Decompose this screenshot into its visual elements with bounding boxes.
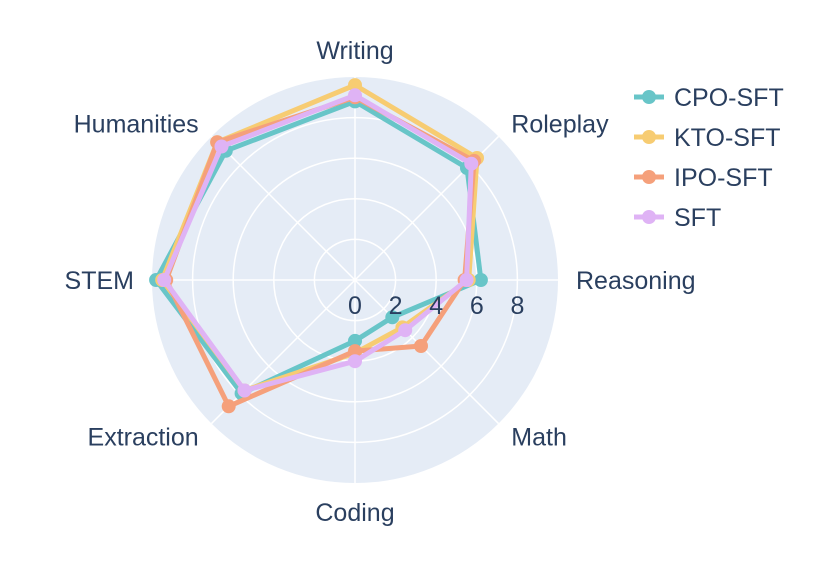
legend-swatch-marker <box>642 90 656 104</box>
angular-axis-labels: Writing Roleplay Reasoning Math Coding Extrac… <box>65 37 696 527</box>
data-point <box>348 333 362 348</box>
grid-spoke <box>354 279 500 425</box>
data-point <box>348 78 362 93</box>
data-point <box>157 273 172 287</box>
legend-item: KTO-SFT <box>634 124 780 152</box>
radial-tick-label: 0 <box>348 292 362 320</box>
data-point <box>464 156 479 171</box>
data-point <box>348 344 362 359</box>
data-point <box>414 339 428 353</box>
series-sft <box>157 88 479 398</box>
axis-label-writing: Writing <box>316 37 393 65</box>
axis-label-roleplay: Roleplay <box>511 111 609 139</box>
axis-label-reasoning: Reasoning <box>576 267 696 295</box>
series-layer <box>149 78 488 414</box>
data-point <box>214 139 229 154</box>
radial-tick-label: 8 <box>510 292 524 320</box>
legend-item: IPO-SFT <box>634 164 773 192</box>
data-point <box>473 273 488 287</box>
legend-label: SFT <box>674 204 721 232</box>
axis-label-coding: Coding <box>315 499 394 527</box>
grid-spoke <box>210 279 356 425</box>
data-point <box>398 323 413 338</box>
legend-label: KTO-SFT <box>674 124 780 152</box>
legend-swatch-marker <box>642 210 656 224</box>
legend: CPO-SFT KTO-SFT IPO-SFT SFT <box>634 84 784 232</box>
axis-label-humanities: Humanities <box>74 111 199 139</box>
legend-label: CPO-SFT <box>674 84 784 112</box>
legend-item: SFT <box>634 204 721 232</box>
radial-tick-label: 4 <box>429 292 443 320</box>
axis-label-extraction: Extraction <box>88 423 199 451</box>
legend-swatch-marker <box>642 170 656 184</box>
legend-item: CPO-SFT <box>634 84 784 112</box>
polar-grid <box>152 77 558 483</box>
radial-tick-label: 6 <box>470 292 484 320</box>
legend-swatch-marker <box>642 130 656 144</box>
data-point <box>385 310 400 325</box>
data-point <box>221 399 236 414</box>
grid-spoke <box>210 135 356 281</box>
axis-label-math: Math <box>511 423 567 451</box>
radial-tick-label: 2 <box>389 292 403 320</box>
data-point <box>348 88 362 103</box>
axis-label-stem: STEM <box>65 267 134 295</box>
data-point <box>237 383 252 398</box>
data-point <box>459 273 474 287</box>
legend-label: IPO-SFT <box>674 164 773 192</box>
data-point <box>348 354 362 369</box>
